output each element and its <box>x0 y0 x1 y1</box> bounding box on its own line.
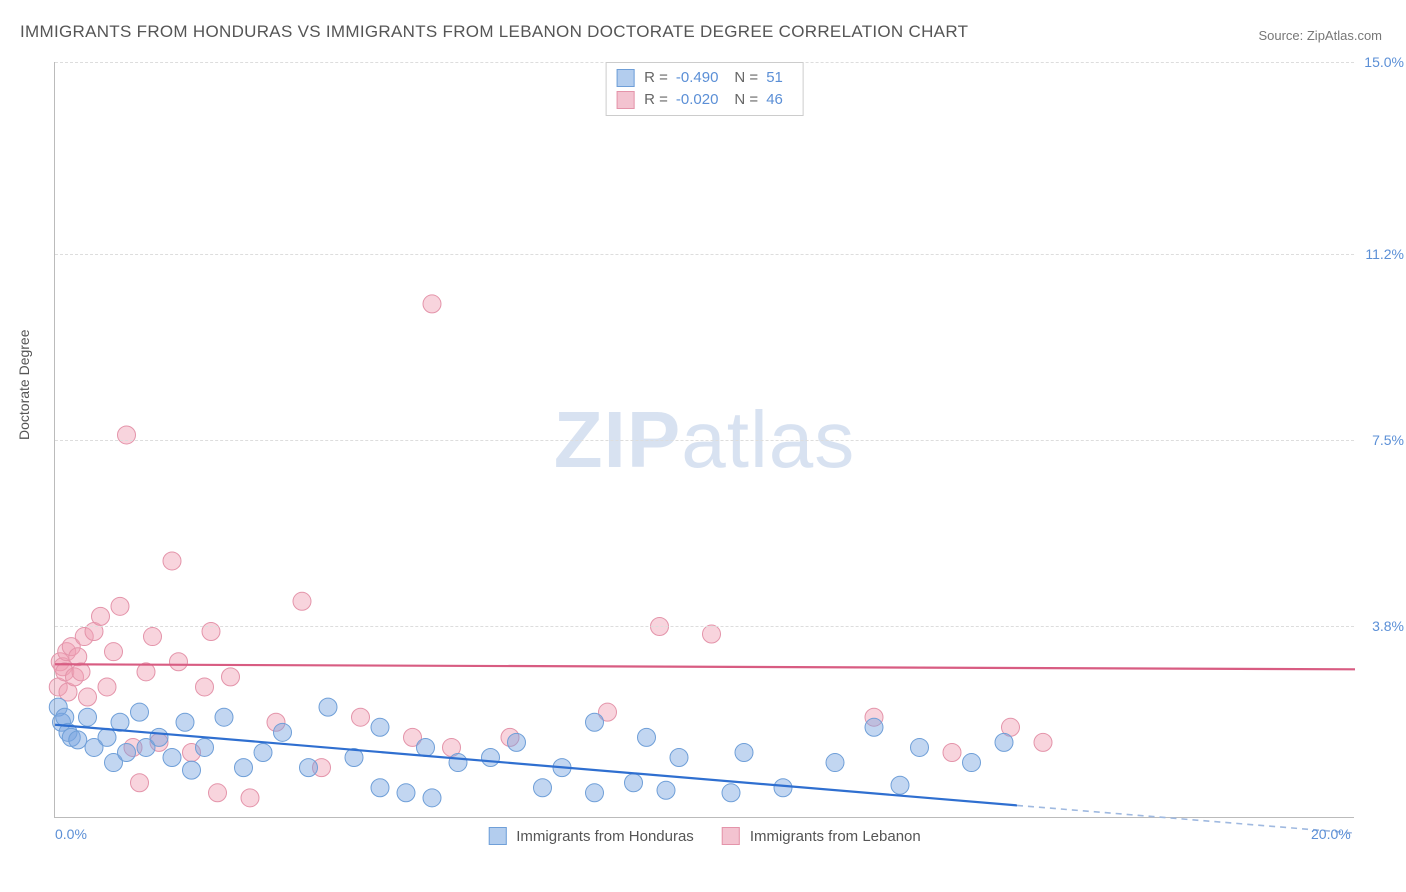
data-point <box>423 789 441 807</box>
r-label: R = <box>644 67 668 89</box>
data-point <box>144 628 162 646</box>
data-point <box>131 774 149 792</box>
data-point <box>995 733 1013 751</box>
data-point <box>92 607 110 625</box>
legend-stats-box: R = -0.490 N = 51 R = -0.020 N = 46 <box>605 62 804 116</box>
data-point <box>911 738 929 756</box>
data-point <box>300 759 318 777</box>
regression-line <box>1017 805 1355 833</box>
data-point <box>735 743 753 761</box>
swatch-lebanon-icon <box>722 827 740 845</box>
legend-label-honduras: Immigrants from Honduras <box>516 828 694 845</box>
data-point <box>222 668 240 686</box>
gridline <box>55 626 1354 627</box>
data-point <box>508 733 526 751</box>
legend-label-lebanon: Immigrants from Lebanon <box>750 828 921 845</box>
data-point <box>774 779 792 797</box>
data-point <box>274 723 292 741</box>
data-point <box>657 781 675 799</box>
data-point <box>98 728 116 746</box>
data-point <box>111 597 129 615</box>
data-point <box>319 698 337 716</box>
y-tick-label: 3.8% <box>1358 618 1404 634</box>
data-point <box>826 754 844 772</box>
data-point <box>202 623 220 641</box>
chart-title: IMMIGRANTS FROM HONDURAS VS IMMIGRANTS F… <box>20 22 968 42</box>
legend-item-lebanon: Immigrants from Lebanon <box>722 827 921 845</box>
data-point <box>1034 733 1052 751</box>
data-point <box>722 784 740 802</box>
data-point <box>72 663 90 681</box>
data-point <box>254 743 272 761</box>
data-point <box>118 743 136 761</box>
data-point <box>163 749 181 767</box>
data-point <box>397 784 415 802</box>
data-point <box>79 688 97 706</box>
data-point <box>69 731 87 749</box>
data-point <box>865 718 883 736</box>
data-point <box>670 749 688 767</box>
data-point <box>170 653 188 671</box>
r-value-lebanon: -0.020 <box>676 89 719 111</box>
swatch-honduras <box>616 69 634 87</box>
y-axis-label: Doctorate Degree <box>16 329 32 440</box>
data-point <box>131 703 149 721</box>
data-point <box>625 774 643 792</box>
data-point <box>482 749 500 767</box>
data-point <box>586 713 604 731</box>
y-tick-label: 11.2% <box>1358 246 1404 262</box>
data-point <box>176 713 194 731</box>
data-point <box>371 718 389 736</box>
data-point <box>534 779 552 797</box>
n-label: N = <box>734 89 758 111</box>
data-point <box>638 728 656 746</box>
gridline <box>55 440 1354 441</box>
data-point <box>98 678 116 696</box>
data-point <box>150 728 168 746</box>
data-point <box>118 426 136 444</box>
data-point <box>293 592 311 610</box>
data-point <box>105 643 123 661</box>
data-point <box>371 779 389 797</box>
data-point <box>209 784 227 802</box>
n-value-honduras: 51 <box>766 67 783 89</box>
data-point <box>963 754 981 772</box>
data-point <box>449 754 467 772</box>
data-point <box>196 678 214 696</box>
data-point <box>235 759 253 777</box>
legend-item-honduras: Immigrants from Honduras <box>488 827 694 845</box>
data-point <box>163 552 181 570</box>
data-point <box>943 743 961 761</box>
data-point <box>241 789 259 807</box>
y-tick-label: 15.0% <box>1358 54 1404 70</box>
swatch-lebanon <box>616 91 634 109</box>
n-value-lebanon: 46 <box>766 89 783 111</box>
data-point <box>586 784 604 802</box>
r-label: R = <box>644 89 668 111</box>
legend-stats-row-honduras: R = -0.490 N = 51 <box>616 67 793 89</box>
x-tick-label: 20.0% <box>1311 826 1351 842</box>
y-tick-label: 7.5% <box>1358 432 1404 448</box>
data-point <box>703 625 721 643</box>
r-value-honduras: -0.490 <box>676 67 719 89</box>
data-point <box>183 761 201 779</box>
n-label: N = <box>734 67 758 89</box>
source-credit: Source: ZipAtlas.com <box>1258 28 1382 43</box>
data-point <box>352 708 370 726</box>
data-point <box>423 295 441 313</box>
gridline <box>55 254 1354 255</box>
data-point <box>196 738 214 756</box>
data-point <box>111 713 129 731</box>
regression-line <box>55 664 1355 669</box>
legend-series: Immigrants from Honduras Immigrants from… <box>488 827 920 845</box>
x-tick-label: 0.0% <box>55 826 87 842</box>
data-point <box>891 776 909 794</box>
data-point <box>79 708 97 726</box>
swatch-honduras-icon <box>488 827 506 845</box>
data-point <box>417 738 435 756</box>
plot-area: ZIPatlas R = -0.490 N = 51 R = -0.020 N … <box>54 62 1354 818</box>
data-point <box>215 708 233 726</box>
legend-stats-row-lebanon: R = -0.020 N = 46 <box>616 89 793 111</box>
